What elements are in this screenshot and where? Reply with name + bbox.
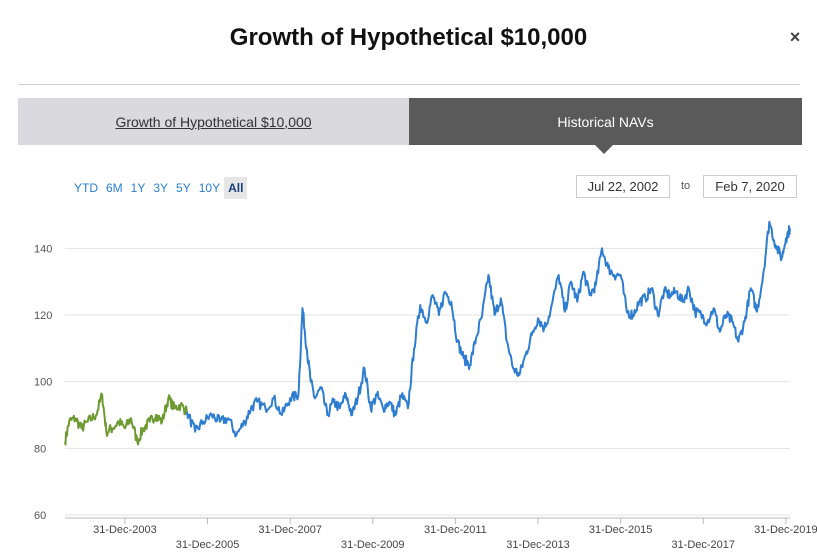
series-line-highlighted-period — [64, 392, 188, 446]
date-separator: to — [681, 180, 691, 192]
x-tick-label: 31-Dec-2015 — [589, 524, 653, 536]
range-3y-button[interactable]: 3Y — [153, 181, 169, 195]
y-tick-label: 80 — [34, 443, 46, 455]
tab-historical-navs[interactable]: Historical NAVs — [409, 98, 802, 145]
close-icon[interactable]: × — [789, 27, 801, 47]
series-line-nav — [185, 220, 791, 438]
tab-growth-of-hypothetical[interactable]: Growth of Hypothetical $10,000 — [18, 98, 409, 145]
y-tick-label: 100 — [34, 377, 52, 389]
y-tick-label: 60 — [34, 510, 46, 522]
y-tick-label: 120 — [34, 310, 52, 322]
x-tick-label: 31-Dec-2003 — [93, 524, 157, 536]
active-tab-pointer — [595, 145, 613, 154]
date-from-input[interactable]: Jul 22, 2002 — [576, 175, 670, 198]
date-to-input[interactable]: Feb 7, 2020 — [703, 175, 797, 198]
header-divider — [18, 84, 800, 85]
range-6m-button[interactable]: 6M — [106, 181, 123, 195]
x-tick-label: 31-Dec-2009 — [341, 539, 405, 551]
range-5y-button[interactable]: 5Y — [176, 181, 191, 195]
x-tick-label: 31-Dec-2011 — [424, 524, 487, 536]
x-tick-label: 31-Dec-2019 — [754, 524, 817, 536]
range-10y-button[interactable]: 10Y — [198, 181, 221, 195]
range-1y-button[interactable]: 1Y — [130, 181, 146, 195]
x-tick-label: 31-Dec-2005 — [176, 539, 240, 551]
tab-bar: Growth of Hypothetical $10,000 Historica… — [18, 98, 802, 145]
range-ytd-button[interactable]: YTD — [74, 181, 98, 195]
y-tick-label: 140 — [34, 243, 52, 255]
range-all-button[interactable]: All — [224, 177, 248, 199]
x-tick-label: 31-Dec-2007 — [258, 524, 322, 536]
x-tick-label: 31-Dec-2017 — [671, 539, 735, 551]
range-selector: YTD 6M 1Y 3Y 5Y 10Y All — [70, 177, 248, 199]
x-tick-label: 31-Dec-2013 — [506, 539, 570, 551]
modal-title: Growth of Hypothetical $10,000 — [229, 24, 588, 51]
